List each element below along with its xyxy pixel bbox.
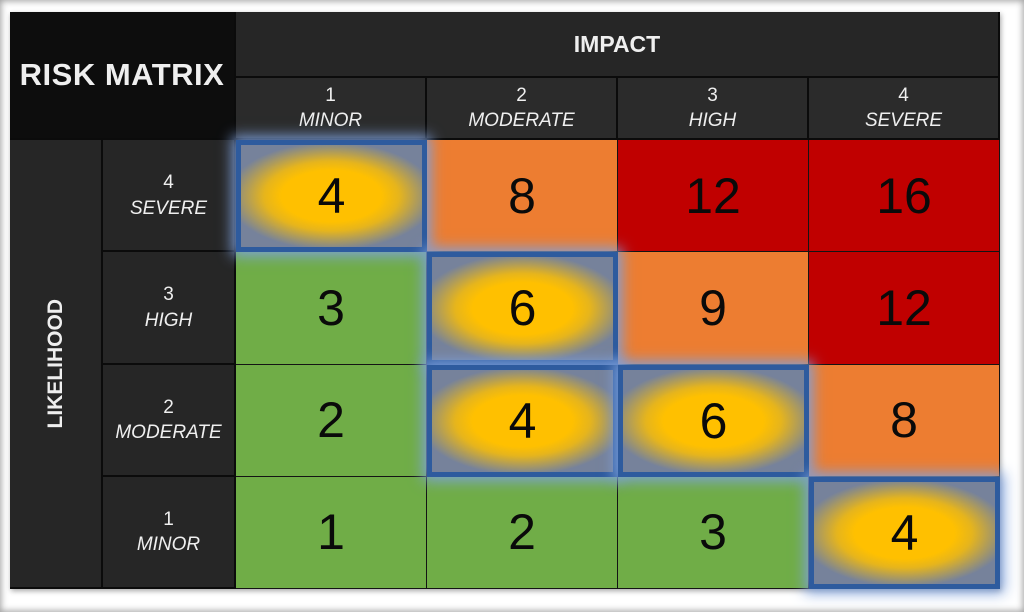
likelihood-level-number: 1: [163, 508, 174, 530]
impact-axis-label: IMPACT: [573, 30, 661, 57]
risk-matrix-title-cell: RISK MATRIX: [10, 12, 236, 140]
matrix-cell-l3-i2: 6: [427, 252, 618, 365]
impact-level-label: HIGH: [688, 110, 737, 132]
matrix-cell-l1-i3: 3: [618, 476, 809, 589]
risk-matrix-table: RISK MATRIX IMPACT 1 MINOR 2 MODERATE 3 …: [10, 12, 1000, 589]
matrix-cell-l1-i1: 1: [236, 476, 427, 589]
cell-value: 3: [317, 279, 345, 336]
matrix-cell-l4-i2: 8: [427, 140, 618, 253]
cell-value: 3: [699, 504, 727, 561]
impact-level-label: SEVERE: [864, 110, 943, 132]
impact-level-label: MODERATE: [468, 110, 575, 132]
matrix-cell-l2-i1: 2: [236, 364, 427, 477]
likelihood-level-header-3-high: 3 HIGH: [103, 252, 236, 365]
likelihood-level-label: SEVERE: [129, 197, 208, 219]
impact-level-number: 4: [898, 84, 909, 106]
cell-value: 12: [685, 167, 741, 224]
likelihood-level-number: 4: [163, 172, 174, 193]
matrix-cell-l3-i4: 12: [809, 252, 1000, 365]
matrix-cell-l2-i3: 6: [618, 364, 809, 477]
likelihood-level-header-2-moderate: 2 MODERATE: [103, 364, 236, 477]
impact-level-number: 3: [707, 84, 718, 106]
cell-value: 1: [317, 504, 345, 561]
matrix-cell-l1-i2: 2: [427, 476, 618, 589]
impact-level-number: 2: [516, 84, 527, 106]
matrix-cell-l4-i1: 4: [236, 140, 427, 253]
cell-value: 6: [508, 280, 537, 337]
likelihood-axis-label: LIKELIHOOD: [43, 298, 67, 429]
cell-value: 2: [508, 504, 536, 561]
matrix-cell-l2-i4: 8: [809, 364, 1000, 477]
impact-level-header-1: 1 MINOR: [236, 78, 427, 140]
impact-level-header-4: 4 SEVERE: [809, 78, 1000, 140]
likelihood-level-label: MINOR: [136, 534, 201, 556]
cell-value: 8: [890, 392, 918, 449]
matrix-cell-l1-i4: 4: [809, 476, 1000, 589]
likelihood-level-number: 2: [163, 396, 174, 418]
cell-value: 4: [317, 168, 346, 225]
cell-value: 4: [508, 392, 537, 449]
cell-value: 12: [876, 279, 932, 336]
impact-level-header-3: 3 HIGH: [618, 78, 809, 140]
matrix-cell-l2-i2: 4: [427, 364, 618, 477]
matrix-cell-l4-i3: 12: [618, 140, 809, 253]
cell-value: 4: [890, 504, 919, 561]
likelihood-level-header-4-severe: 4 SEVERE: [103, 140, 236, 253]
likelihood-axis-header: LIKELIHOOD: [10, 140, 103, 589]
cell-value: 16: [876, 167, 932, 224]
matrix-cell-l3-i1: 3: [236, 252, 427, 365]
impact-axis-header: IMPACT: [236, 12, 1000, 78]
matrix-cell-l4-i4: 16: [809, 140, 1000, 253]
likelihood-level-label: MODERATE: [115, 422, 222, 444]
cell-value: 6: [699, 392, 728, 449]
cell-value: 2: [317, 392, 345, 449]
page-title: RISK MATRIX: [19, 57, 225, 92]
likelihood-level-label: HIGH: [144, 309, 193, 331]
cell-value: 8: [508, 167, 536, 224]
matrix-cell-l3-i3: 9: [618, 252, 809, 365]
likelihood-level-header-1-minor: 1 MINOR: [103, 476, 236, 589]
impact-level-header-2: 2 MODERATE: [427, 78, 618, 140]
impact-level-number: 1: [325, 84, 336, 106]
impact-level-label: MINOR: [298, 110, 363, 132]
cell-value: 9: [699, 279, 727, 336]
likelihood-level-number: 3: [163, 284, 174, 306]
